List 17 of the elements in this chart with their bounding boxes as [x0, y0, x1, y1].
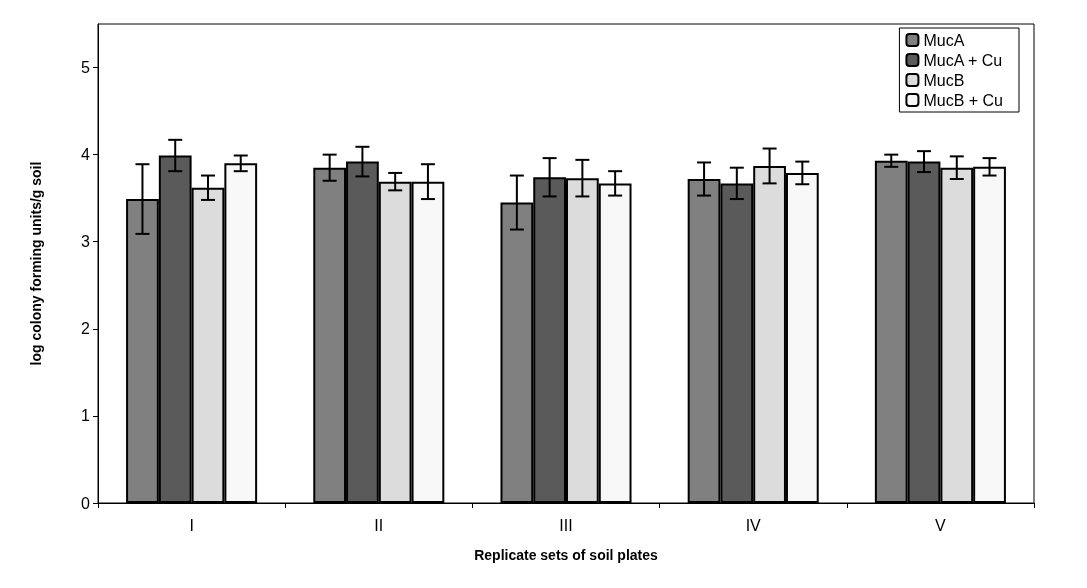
y-tick-label: 1: [81, 407, 91, 425]
legend-label: MucB: [923, 71, 965, 89]
y-tick-label: 4: [81, 146, 91, 164]
legend-label: MucB + Cu: [923, 91, 1004, 109]
legend-label: MucA: [923, 31, 965, 49]
y-tick-label: 0: [81, 494, 91, 512]
y-axis-title: log colony forming units/g soil: [28, 161, 44, 366]
y-tick-label: 3: [81, 233, 91, 251]
x-tick-label: III: [559, 516, 573, 534]
y-tick-label: 5: [81, 59, 91, 77]
x-tick-label: I: [189, 516, 194, 534]
x-tick-label: IV: [745, 516, 762, 534]
x-tick-label: II: [374, 516, 384, 534]
x-tick-label: V: [935, 516, 947, 534]
x-axis-title: Replicate sets of soil plates: [474, 547, 659, 563]
legend-label: MucA + Cu: [923, 51, 1003, 69]
y-tick-label: 2: [81, 320, 91, 338]
